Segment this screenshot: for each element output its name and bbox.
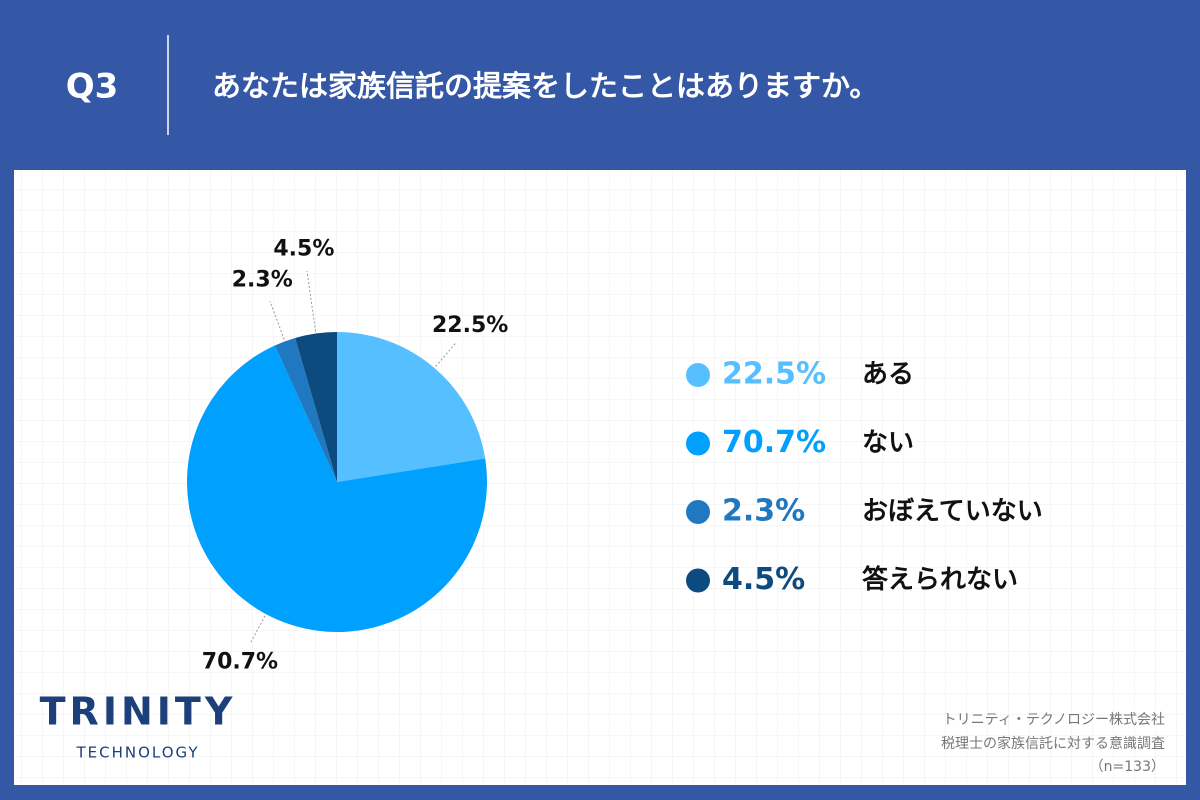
- footer-survey: 税理士の家族信託に対する意識調査: [941, 735, 1165, 752]
- leader-line: [269, 300, 285, 340]
- logo-name: TRINITY: [40, 690, 237, 734]
- legend-value: 4.5%: [722, 562, 805, 597]
- footer-company: トリニティ・テクノロジー株式会社: [943, 712, 1165, 728]
- legend-label: 答えられない: [862, 564, 1018, 595]
- pie-slice: [295, 332, 337, 482]
- legend-label: ない: [862, 428, 914, 458]
- leader-line: [249, 615, 266, 644]
- legend: 22.5% ある 70.7% ない 2.3% おぼえていない 4.5% 答えられない: [686, 357, 1043, 597]
- legend-label: おぼえていない: [862, 497, 1043, 527]
- pie-slice: [274, 337, 337, 482]
- legend-marker: [686, 363, 710, 387]
- leader-line: [435, 342, 457, 367]
- legend-marker: [686, 431, 710, 456]
- pie: 22.5% 70.7% 2.3% 4.5%: [187, 236, 508, 675]
- logo-sub: TECHNOLOGY: [75, 744, 199, 762]
- pie-slice: [337, 332, 486, 482]
- question-title: あなたは家族信託の提案をしたことはありますか。: [212, 69, 878, 103]
- legend-marker: [686, 568, 710, 593]
- slice-label: 70.7%: [202, 650, 278, 675]
- slice-label: 22.5%: [432, 313, 508, 338]
- pie-slice: [187, 345, 488, 632]
- slice-label: 4.5%: [273, 236, 334, 261]
- question-number: Q3: [66, 67, 119, 107]
- legend-value: 70.7%: [722, 425, 826, 460]
- legend-marker: [686, 500, 710, 524]
- footer-sample: （n=133）: [1090, 759, 1165, 775]
- legend-value: 22.5%: [722, 357, 826, 392]
- legend-value: 2.3%: [722, 494, 805, 529]
- slice-label: 2.3%: [232, 267, 293, 292]
- legend-label: ある: [862, 360, 914, 390]
